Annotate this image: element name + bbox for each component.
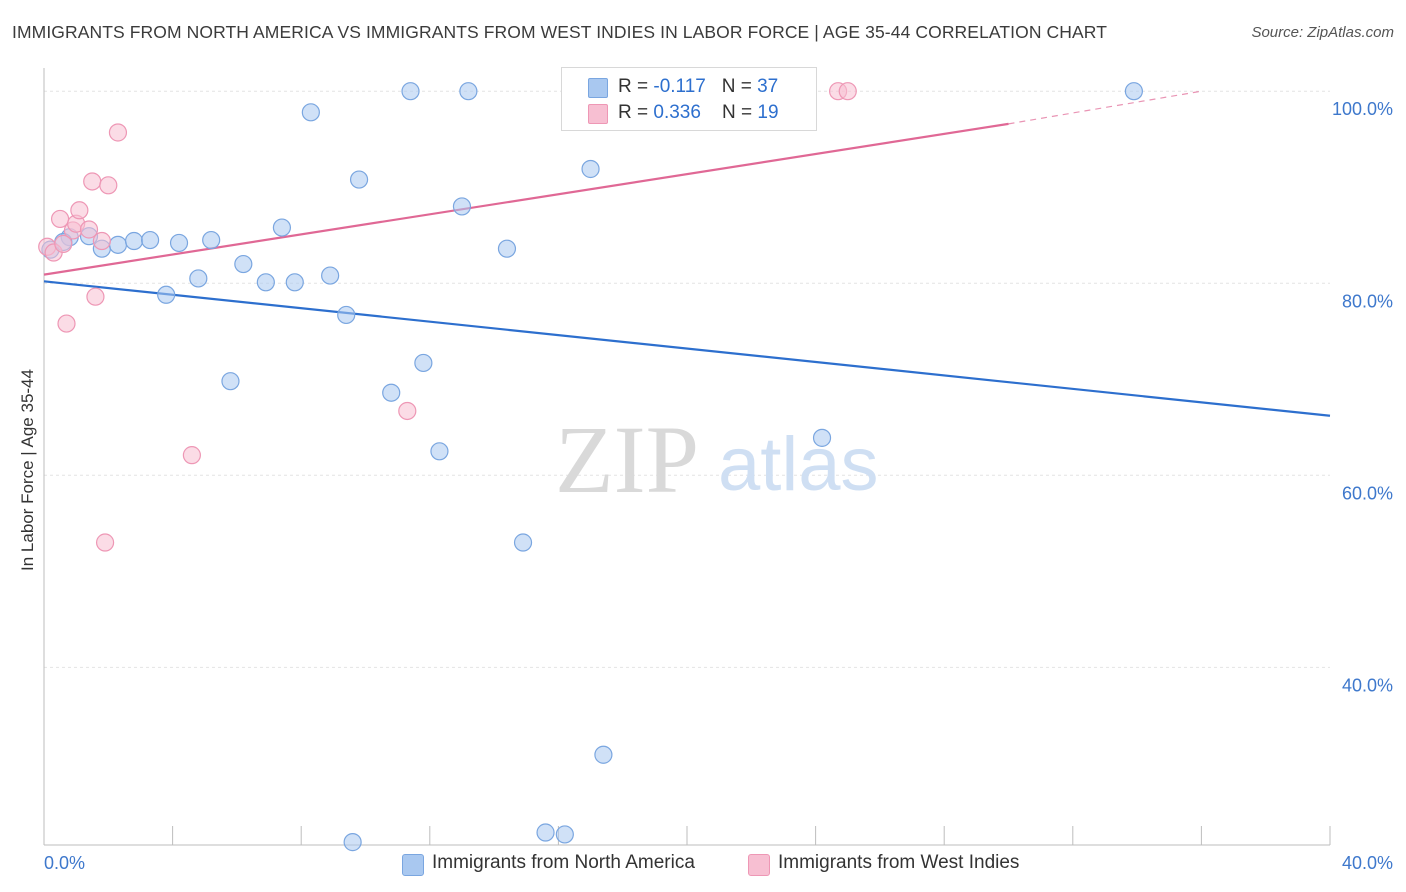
y-tick-label: 40.0% [1342,675,1393,695]
data-point [382,383,401,402]
legend-r-value: 0.336 [653,102,701,123]
data-point [349,170,369,189]
x-tick-label: 40.0% [1342,853,1393,873]
data-point [86,287,105,306]
legend-swatch-west-indies [588,104,608,124]
data-point [272,218,292,237]
legend-n-value: 37 [757,76,779,97]
data-point [536,823,555,842]
data-point [430,442,449,461]
legend-n-label: N = [722,102,758,123]
data-point [79,220,99,239]
y-tick-label: 60.0% [1342,483,1393,503]
y-axis-label: In Labor Force | Age 35-44 [18,369,37,571]
data-point [321,266,340,285]
data-point [838,82,857,101]
x-tick-label: 0.0% [44,853,85,873]
data-point [95,533,115,552]
data-point [581,159,600,179]
data-point [202,230,221,250]
data-point [189,269,208,288]
data-point [459,82,478,101]
data-point [182,446,201,465]
data-point [108,235,128,254]
data-point [169,233,189,253]
data-point [234,254,253,274]
data-point [54,234,73,253]
series-swatch-west-indies [748,854,770,876]
data-point [343,833,362,852]
data-point [594,745,613,764]
series-legend-label: Immigrants from West Indies [778,852,1020,873]
data-point [57,314,76,333]
trend-line [43,280,1331,417]
data-point [513,533,533,552]
y-tick-label: 100.0% [1332,99,1393,119]
data-point [140,230,160,250]
data-point [452,197,472,216]
chart-title: IMMIGRANTS FROM NORTH AMERICA VS IMMIGRA… [12,22,1107,42]
data-point [256,273,275,292]
data-point [497,239,517,258]
data-point [70,201,89,220]
trend-line [43,122,1009,276]
data-point [1124,82,1143,101]
legend-r-value: -0.117 [653,76,706,97]
series-legend-label: Immigrants from North America [432,852,695,873]
data-point [221,372,240,391]
legend-swatch-north-america [588,78,608,98]
data-point [401,82,420,101]
legend-r-label: R = [618,102,654,123]
legend-n-value: 19 [757,102,779,123]
y-tick-label: 80.0% [1342,291,1393,311]
source-label: Source: ZipAtlas.com [1251,24,1394,41]
tick-labels: 40.0% 60.0% 80.0% 100.0% 0.0% 40.0% [44,99,1393,873]
stats-legend: R = -0.117 N = 37 R = 0.336 N = 19 [561,67,817,131]
data-point [555,825,574,844]
series-swatch-north-america [402,854,424,876]
data-point [83,172,102,191]
trend-lines [43,90,1331,417]
watermark-atlas: atlas [718,422,879,507]
data-point [337,305,356,325]
data-point [285,273,304,292]
data-point [108,123,128,142]
data-point [92,231,111,251]
legend-n-label: N = [721,76,758,97]
data-point [301,103,320,122]
data-point [398,401,417,421]
data-points [38,82,1143,852]
data-point [812,428,832,447]
data-point [157,285,176,304]
watermark-zip: ZIP [555,406,699,513]
data-point [99,176,118,195]
trend-line-extension [1008,90,1202,125]
data-point [414,353,433,373]
watermark: ZIP atlas [555,406,879,513]
legend-r-label: R = [618,76,654,97]
data-point [124,231,144,251]
